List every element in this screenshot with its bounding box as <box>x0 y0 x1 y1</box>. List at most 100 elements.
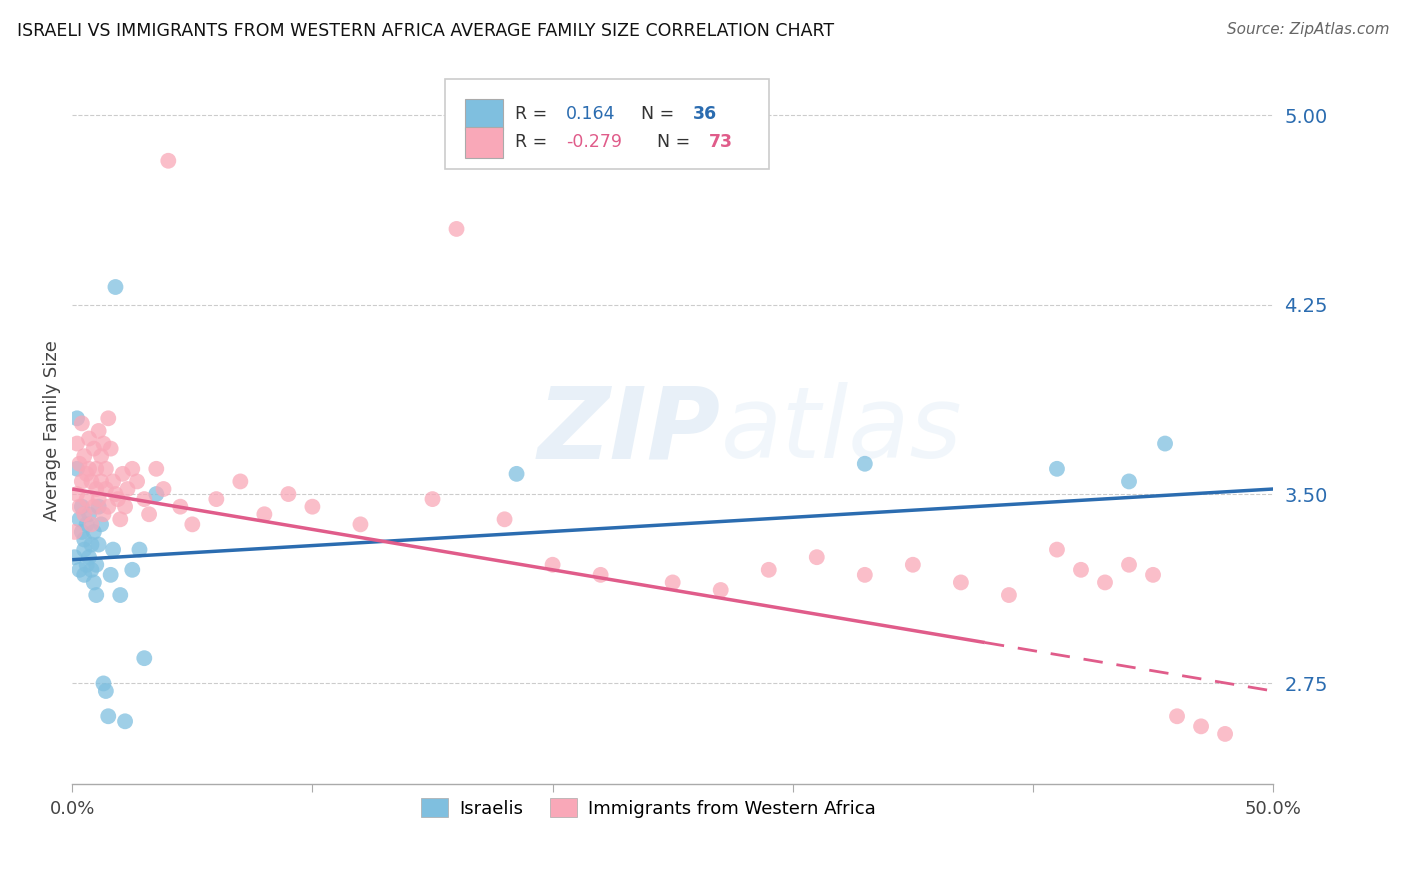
FancyBboxPatch shape <box>465 98 503 129</box>
Israelis <box>67 563 90 577</box>
Immigrants from Western Africa <box>541 558 564 572</box>
Israelis <box>100 567 122 582</box>
Text: Source: ZipAtlas.com: Source: ZipAtlas.com <box>1226 22 1389 37</box>
Immigrants from Western Africa <box>1070 563 1092 577</box>
Immigrants from Western Africa <box>100 442 122 456</box>
Immigrants from Western Africa <box>998 588 1021 602</box>
Immigrants from Western Africa <box>1189 719 1212 733</box>
Immigrants from Western Africa <box>66 436 89 450</box>
Immigrants from Western Africa <box>63 524 86 539</box>
Israelis <box>84 558 107 572</box>
Immigrants from Western Africa <box>90 475 112 489</box>
Israelis <box>80 537 103 551</box>
Israelis <box>128 542 150 557</box>
Immigrants from Western Africa <box>73 508 96 522</box>
Immigrants from Western Africa <box>1046 542 1069 557</box>
Text: ISRAELI VS IMMIGRANTS FROM WESTERN AFRICA AVERAGE FAMILY SIZE CORRELATION CHART: ISRAELI VS IMMIGRANTS FROM WESTERN AFRIC… <box>17 22 834 40</box>
Immigrants from Western Africa <box>93 508 115 522</box>
Israelis <box>505 467 527 481</box>
Text: 36: 36 <box>693 105 717 123</box>
Immigrants from Western Africa <box>80 475 103 489</box>
Israelis <box>114 714 136 729</box>
Immigrants from Western Africa <box>111 467 134 481</box>
Text: R =: R = <box>516 134 553 152</box>
Immigrants from Western Africa <box>87 424 110 438</box>
Israelis <box>101 542 124 557</box>
Immigrants from Western Africa <box>1213 727 1236 741</box>
Immigrants from Western Africa <box>83 442 105 456</box>
Immigrants from Western Africa <box>94 482 117 496</box>
Israelis <box>83 524 105 539</box>
Israelis <box>83 575 105 590</box>
Israelis <box>67 512 90 526</box>
Immigrants from Western Africa <box>494 512 516 526</box>
Immigrants from Western Africa <box>422 492 444 507</box>
Y-axis label: Average Family Size: Average Family Size <box>44 341 60 521</box>
Immigrants from Western Africa <box>80 517 103 532</box>
Israelis <box>93 676 115 690</box>
Immigrants from Western Africa <box>589 567 612 582</box>
Immigrants from Western Africa <box>107 492 129 507</box>
Israelis <box>66 411 89 425</box>
Text: N =: N = <box>641 105 681 123</box>
Immigrants from Western Africa <box>70 417 93 431</box>
Text: atlas: atlas <box>721 383 962 479</box>
Israelis <box>853 457 876 471</box>
Israelis <box>80 563 103 577</box>
Immigrants from Western Africa <box>87 492 110 507</box>
FancyBboxPatch shape <box>465 127 503 158</box>
Immigrants from Western Africa <box>84 482 107 496</box>
Immigrants from Western Africa <box>253 508 276 522</box>
Israelis <box>66 462 89 476</box>
Immigrants from Western Africa <box>97 500 120 514</box>
Israelis <box>73 533 96 547</box>
Immigrants from Western Africa <box>134 492 156 507</box>
Immigrants from Western Africa <box>83 500 105 514</box>
Immigrants from Western Africa <box>138 508 160 522</box>
Immigrants from Western Africa <box>76 492 98 507</box>
Text: 0.164: 0.164 <box>565 105 616 123</box>
Immigrants from Western Africa <box>104 487 127 501</box>
Israelis <box>73 542 96 557</box>
Israelis <box>77 508 100 522</box>
Immigrants from Western Africa <box>758 563 780 577</box>
Israelis <box>87 537 110 551</box>
Israelis <box>76 517 98 532</box>
Immigrants from Western Africa <box>1142 567 1164 582</box>
Text: -0.279: -0.279 <box>565 134 621 152</box>
Israelis <box>121 563 143 577</box>
Immigrants from Western Africa <box>1166 709 1188 723</box>
Immigrants from Western Africa <box>205 492 228 507</box>
Israelis <box>63 550 86 565</box>
Israelis <box>104 280 127 294</box>
Immigrants from Western Africa <box>94 462 117 476</box>
Israelis <box>84 588 107 602</box>
Immigrants from Western Africa <box>93 436 115 450</box>
FancyBboxPatch shape <box>444 78 769 169</box>
Immigrants from Western Africa <box>67 457 90 471</box>
Immigrants from Western Africa <box>77 462 100 476</box>
Immigrants from Western Africa <box>853 567 876 582</box>
Immigrants from Western Africa <box>145 462 167 476</box>
Israelis <box>1046 462 1069 476</box>
Israelis <box>70 524 93 539</box>
Text: 73: 73 <box>709 134 733 152</box>
Legend: Israelis, Immigrants from Western Africa: Israelis, Immigrants from Western Africa <box>415 791 883 825</box>
Immigrants from Western Africa <box>66 487 89 501</box>
Israelis <box>90 517 112 532</box>
Israelis <box>73 567 96 582</box>
Immigrants from Western Africa <box>77 432 100 446</box>
Immigrants from Western Africa <box>169 500 191 514</box>
Israelis <box>87 500 110 514</box>
Immigrants from Western Africa <box>181 517 204 532</box>
Immigrants from Western Africa <box>446 222 468 236</box>
Immigrants from Western Africa <box>76 467 98 481</box>
Immigrants from Western Africa <box>1094 575 1116 590</box>
Israelis <box>77 550 100 565</box>
Immigrants from Western Africa <box>70 475 93 489</box>
Immigrants from Western Africa <box>90 449 112 463</box>
Immigrants from Western Africa <box>110 512 132 526</box>
Israelis <box>1154 436 1177 450</box>
Israelis <box>110 588 132 602</box>
Israelis <box>94 684 117 698</box>
